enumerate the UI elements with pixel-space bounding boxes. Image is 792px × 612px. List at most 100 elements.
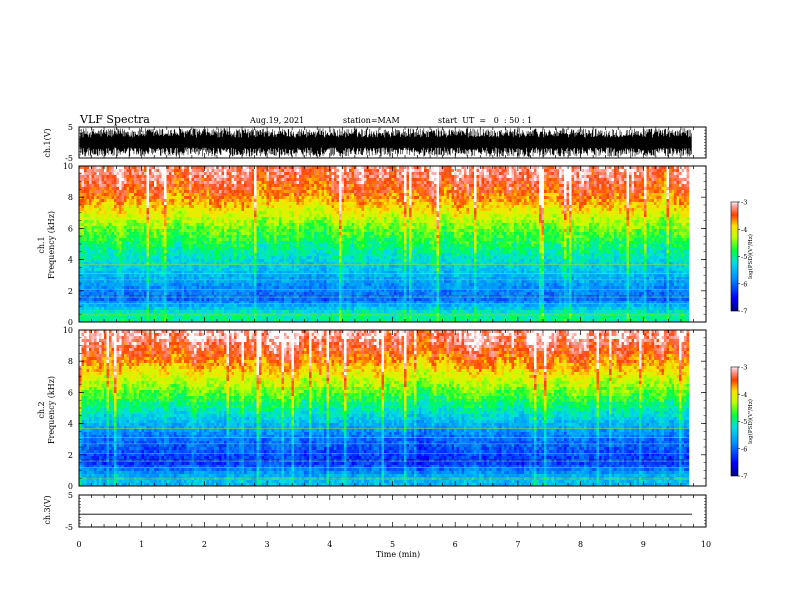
spectrogram-cell [82,169,85,172]
spectrogram-cell [174,220,177,223]
spectrogram-cell [284,217,287,220]
spectrogram-cell [234,241,237,244]
spectrogram-cell [259,169,262,172]
spectrogram-cell [82,310,85,313]
spectrogram-cell [169,172,172,175]
spectrogram-cell [292,262,295,265]
spectrogram-cell [244,253,247,256]
spectrogram-cell [264,274,267,277]
spectrogram-cell [82,190,85,193]
spectrogram-cell [217,187,220,190]
spectrogram-cell [149,184,152,187]
spectrogram-cell [169,214,172,217]
spectrogram-cell [307,205,310,208]
spectrogram-cell [107,265,110,268]
spectrogram-cell [157,262,160,265]
spectrogram-cell [189,313,192,316]
spectrogram-cell [304,241,307,244]
spectrogram-cell [259,241,262,244]
spectrogram-cell [307,217,310,220]
spectrogram-cell [279,247,282,250]
spectrogram-cell [217,205,220,208]
spectrogram-cell [277,256,280,259]
spectrogram-cell [234,226,237,229]
spectrogram-cell [117,190,120,193]
spectrogram-cell [204,202,207,205]
spectrogram-cell [279,187,282,190]
spectrogram-cell [157,202,160,205]
spectrogram-cell [159,208,162,211]
spectrogram-cell [234,253,237,256]
spectrogram-cell [184,280,187,283]
spectrogram-cell [302,172,305,175]
spectrogram-cell [209,238,212,241]
spectrogram-cell [307,283,310,286]
spectrogram-cell [202,208,205,211]
spectrogram-cell [102,196,105,199]
spectrogram-cell [154,307,157,310]
spectrogram-cell [289,301,292,304]
spectrogram-cell [94,196,97,199]
spectrogram-cell [89,214,92,217]
spectrogram-cell [259,253,262,256]
spectrogram-cell [302,286,305,289]
spectrogram-cell [192,241,195,244]
spectrogram-cell [307,232,310,235]
spectrogram-cell [204,268,207,271]
spectrogram-cell [222,295,225,298]
spectrogram-cell [172,241,175,244]
spectrogram-cell [147,244,150,247]
spectrogram-cell [134,184,137,187]
spectrogram-cell [169,295,172,298]
spectrogram-cell [159,187,162,190]
spectrogram-cell [219,280,222,283]
spectrogram-cell [237,298,240,301]
spectrogram-cell [217,244,220,247]
spectrogram-cell [244,265,247,268]
spectrogram-cell [252,208,255,211]
spectrogram-cell [97,295,100,298]
spectrogram-cell [282,181,285,184]
spectrogram-cell [209,232,212,235]
spectrogram-cell [94,307,97,310]
spectrogram-cell [257,292,260,295]
spectrogram-cell [209,211,212,214]
spectrogram-cell [182,259,185,262]
spectrogram-cell [107,199,110,202]
spectrogram-cell [179,292,182,295]
spectrogram-cell [129,313,132,316]
spectrogram-cell [114,193,117,196]
spectrogram-cell [207,295,210,298]
spectrogram-cell [164,202,167,205]
spectrogram-cell [252,172,255,175]
spectrogram-cell [107,187,110,190]
spectrogram-cell [107,310,110,313]
spectrogram-cell [304,316,307,319]
spectrogram-cell [172,286,175,289]
spectrogram-cell [214,184,217,187]
spectrogram-cell [102,292,105,295]
spectrogram-cell [227,226,230,229]
spectrogram-cell [127,286,130,289]
spectrogram-cell [182,286,185,289]
spectrogram-cell [242,259,245,262]
spectrogram-cell [294,169,297,172]
spectrogram-cell [134,262,137,265]
spectrogram-cell [209,313,212,316]
spectrogram-cell [189,301,192,304]
spectrogram-cell [104,187,107,190]
spectrogram-cell [257,250,260,253]
spectrogram-cell [244,295,247,298]
spectrogram-cell [152,205,155,208]
spectrogram-cell [252,307,255,310]
spectrogram-cell [272,199,275,202]
spectrogram-cell [172,313,175,316]
spectrogram-cell [194,253,197,256]
spectrogram-cell [114,235,117,238]
spectrogram-cell [139,235,142,238]
spectrogram-cell [199,256,202,259]
spectrogram-cell [284,205,287,208]
spectrogram-cell [92,250,95,253]
spectrogram-cell [307,196,310,199]
spectrogram-cell [149,274,152,277]
